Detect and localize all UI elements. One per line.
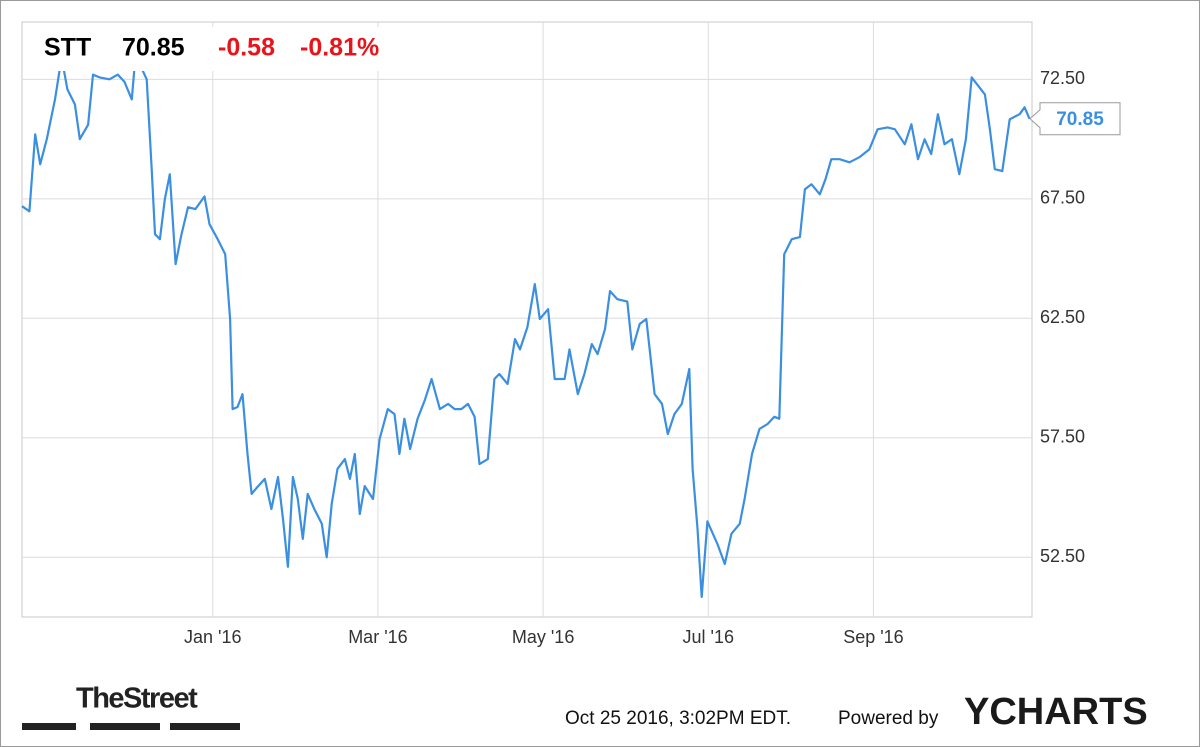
x-tick-label: Mar '16 — [348, 627, 407, 647]
change: -0.58 — [218, 34, 275, 62]
ticker: STT — [44, 34, 91, 62]
price: 70.85 — [122, 34, 185, 62]
plot-area — [21, 21, 1033, 618]
brand-bar — [90, 723, 160, 730]
brand-bar — [22, 723, 76, 730]
y-tick-label: 67.50 — [1040, 188, 1085, 208]
y-tick-label: 52.50 — [1040, 546, 1085, 566]
brand: TheStreet — [76, 683, 198, 715]
brand-bar — [170, 723, 240, 730]
logo: YCHARTS — [964, 691, 1148, 733]
header-box — [38, 27, 416, 71]
last-value-tag — [1029, 102, 1121, 136]
price-line — [21, 48, 1031, 598]
grid — [22, 22, 1032, 617]
lines — [21, 48, 1031, 598]
x-tick-label: May '16 — [512, 627, 574, 647]
x-tick-label: Sep '16 — [843, 627, 904, 647]
change-pct: -0.81% — [300, 34, 379, 62]
timestamp: Oct 25 2016, 3:02PM EDT. — [565, 708, 791, 729]
last-value-label: 70.85 — [1056, 109, 1104, 130]
x-tick-label: Jul '16 — [683, 627, 734, 647]
powered-by: Powered by — [838, 708, 939, 729]
x-tick-label: Jan '16 — [184, 627, 241, 647]
y-tick-label: 57.50 — [1040, 427, 1085, 447]
y-tick-label: 72.50 — [1040, 68, 1085, 88]
y-tick-label: 62.50 — [1040, 307, 1085, 327]
